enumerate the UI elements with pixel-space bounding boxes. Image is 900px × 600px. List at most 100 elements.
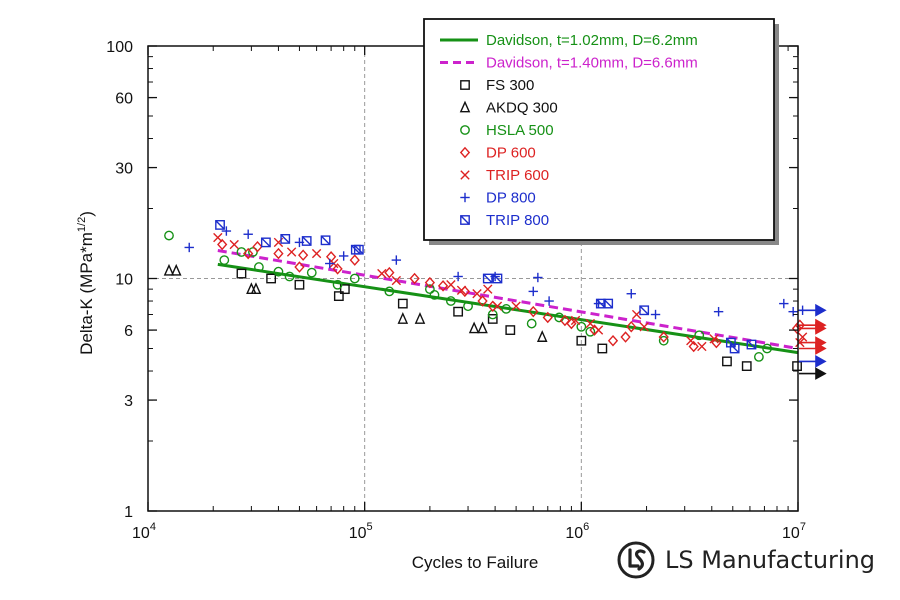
data-point xyxy=(284,271,295,282)
legend-label: TRIP 600 xyxy=(486,167,549,184)
data-point xyxy=(482,273,493,284)
data-point xyxy=(306,267,317,278)
data-point xyxy=(445,296,456,306)
data-point xyxy=(505,325,516,335)
data-point xyxy=(639,305,650,316)
x-axis-title: Cycles to Failure xyxy=(412,553,539,572)
data-point xyxy=(294,279,305,290)
data-point xyxy=(650,309,661,320)
legend-swatch xyxy=(459,100,471,113)
data-point xyxy=(463,301,473,312)
data-point xyxy=(273,266,284,277)
data-point xyxy=(217,238,228,251)
data-point xyxy=(542,311,553,324)
data-point xyxy=(709,334,719,344)
x-tick-label: 104 xyxy=(132,521,156,542)
data-point xyxy=(585,326,596,337)
legend-entry: DP 800 xyxy=(460,190,536,207)
runout-arrow xyxy=(799,303,827,317)
data-point xyxy=(215,220,225,230)
data-point xyxy=(163,263,175,276)
data-point xyxy=(585,318,595,329)
data-point xyxy=(544,296,554,306)
legend-box xyxy=(423,18,775,241)
data-point xyxy=(762,343,772,354)
data-point xyxy=(437,280,449,292)
data-point xyxy=(164,230,174,241)
data-point xyxy=(533,272,543,283)
legend-entry: FS 300 xyxy=(460,77,534,94)
data-point xyxy=(754,352,764,362)
data-point xyxy=(391,255,402,265)
legend-swatch xyxy=(460,125,470,135)
data-point xyxy=(221,226,232,236)
brand: LS Manufacturing xyxy=(617,540,875,580)
data-point xyxy=(688,340,699,353)
data-point xyxy=(170,263,182,276)
data-point xyxy=(184,242,194,253)
data-point xyxy=(219,255,230,265)
data-point xyxy=(397,312,409,324)
brand-name: LS Manufacturing xyxy=(665,546,876,574)
legend-entry: DP 600 xyxy=(459,145,536,162)
data-point xyxy=(453,271,463,282)
data-point xyxy=(791,322,803,335)
fit-lines xyxy=(217,248,799,355)
data-point xyxy=(384,286,395,297)
data-point xyxy=(528,286,538,297)
data-point xyxy=(280,234,291,244)
data-point xyxy=(559,314,571,327)
data-point xyxy=(576,321,587,332)
y-tick-label: 30 xyxy=(115,161,133,178)
data-point xyxy=(570,315,581,326)
legend: Davidson, t=1.02mm, D=6.2mm Davidson, t=1… xyxy=(423,18,779,245)
data-point xyxy=(729,343,740,354)
data-point xyxy=(711,336,722,349)
data-point xyxy=(252,240,263,253)
legend-swatch xyxy=(460,192,470,203)
data-point xyxy=(349,254,360,266)
data-point xyxy=(236,268,247,279)
data-point xyxy=(536,330,548,342)
data-point xyxy=(250,282,262,295)
runout-arrow xyxy=(799,355,827,368)
legend-swatch xyxy=(459,146,471,159)
legend-label: TRIP 800 xyxy=(486,212,549,229)
data-point xyxy=(576,335,587,346)
data-point xyxy=(472,289,482,299)
data-point xyxy=(297,249,309,261)
legend-swatch xyxy=(460,170,470,180)
y-tick-label: 6 xyxy=(124,323,133,340)
data-point xyxy=(332,279,343,290)
data-point xyxy=(697,341,707,352)
data-point xyxy=(339,284,350,295)
data-point xyxy=(492,301,503,311)
data-point xyxy=(501,304,512,314)
data-point xyxy=(409,272,420,285)
runout-arrow xyxy=(799,322,827,335)
ls-logo-icon xyxy=(617,541,655,579)
data-point xyxy=(477,295,488,307)
y-tick-label: 1 xyxy=(124,504,133,521)
data-point xyxy=(325,258,335,269)
data-point xyxy=(603,298,614,309)
data-point xyxy=(333,291,344,302)
legend-swatch xyxy=(460,215,470,225)
legend-entry: Davidson, t=1.40mm, D=6.6mm xyxy=(440,55,698,72)
x-tick-label: 105 xyxy=(349,521,373,542)
y-tick-label: 3 xyxy=(124,393,133,410)
legend-label: Davidson, t=1.40mm, D=6.6mm xyxy=(486,55,698,72)
legend-label: AKDQ 300 xyxy=(486,100,558,117)
runout-arrows xyxy=(799,303,827,380)
runout-arrow xyxy=(799,367,827,380)
data-point xyxy=(353,244,364,255)
data-point xyxy=(639,322,649,332)
legend-entries: Davidson, t=1.02mm, D=6.2mm Davidson, t=1… xyxy=(440,32,698,229)
data-point xyxy=(626,289,636,299)
data-point xyxy=(746,339,757,350)
legend-entry: AKDQ 300 xyxy=(459,100,558,117)
data-point xyxy=(397,298,408,309)
data-point xyxy=(453,306,464,317)
legend-label: DP 800 xyxy=(486,190,536,207)
